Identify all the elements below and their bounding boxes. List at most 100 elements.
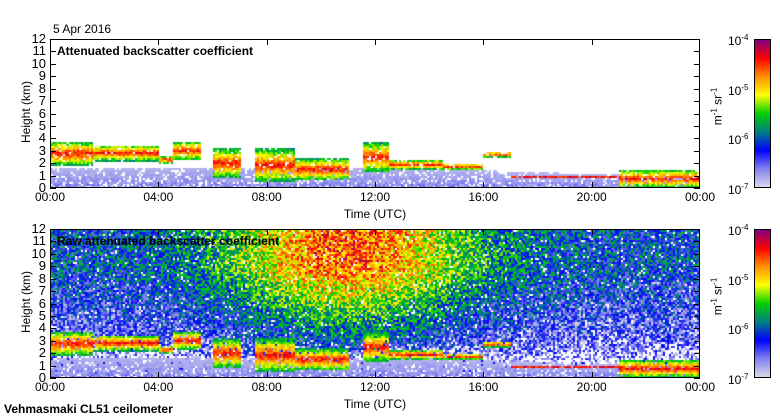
y-tick-label: 0 [38,370,46,385]
y-tick-mark [50,138,56,140]
colorbar [754,229,771,378]
x-tick-mark [483,39,485,45]
y-tick-mark [694,63,700,65]
tick-exponent: -5 [741,82,749,92]
y-tick-mark [50,291,56,293]
tick-base: 10 [728,323,742,338]
y-tick-mark [694,163,700,165]
x-tick-mark [266,229,268,235]
colorbar-tick-label: 10-7 [728,372,748,387]
y-tick-label: 4 [38,320,46,336]
x-tick-mark [50,182,51,188]
y-tick-label: 9 [38,258,46,274]
x-tick-mark [591,182,593,188]
y-tick-mark [50,51,56,53]
backscatter-heatmap [51,230,699,377]
y-tick-label: 9 [38,68,46,84]
y-tick-mark [50,188,56,189]
y-tick-label: 8 [38,80,46,96]
y-tick-mark [694,291,700,293]
y-tick-mark [694,39,700,40]
colorbar-tick-label: 10-7 [728,182,748,197]
tick-base: 10 [728,183,742,197]
tick-base: 10 [728,83,742,98]
y-tick-mark [694,328,700,330]
unit-sr: sr [710,94,725,109]
y-tick-mark [694,340,700,342]
panel-title: Attenuated backscatter coefficient [57,44,254,58]
x-tick-mark [483,372,485,378]
y-tick-mark [50,101,56,103]
y-tick-mark [50,113,56,115]
y-tick-label: 7 [38,283,46,299]
y-tick-mark [50,266,56,268]
tick-base: 10 [728,373,742,387]
x-tick-mark [375,39,376,45]
backscatter-heatmap [51,40,699,187]
y-tick-label: 10 [31,245,46,261]
y-tick-label: 3 [38,142,46,158]
y-tick-mark [694,266,700,268]
colorbar-unit-label: m-1 sr-1 [710,267,725,327]
y-tick-mark [50,76,56,78]
colorbar-tick-label: 10-4 [728,223,748,238]
y-tick-label: 12 [31,221,46,236]
y-tick-mark [50,163,56,165]
colorbar [754,39,771,188]
tick-exponent: -6 [741,132,749,142]
y-tick-mark [694,241,700,243]
x-tick-label: 04:00 [143,380,174,394]
y-tick-mark [50,229,56,230]
y-tick-mark [50,378,56,379]
x-tick-label: 12:00 [359,190,391,204]
x-tick-mark [699,372,700,378]
y-tick-mark [50,175,56,177]
y-tick-label: 3 [38,332,46,348]
tick-exponent: -4 [741,33,749,42]
x-tick-mark [158,372,160,378]
x-tick-mark [266,372,268,378]
y-tick-label: 7 [38,93,46,109]
y-tick-mark [694,175,700,177]
y-tick-mark [694,278,700,280]
y-tick-mark [694,101,700,103]
y-tick-mark [50,125,56,127]
tick-base: 10 [728,133,742,148]
tick-exponent: -4 [741,223,749,232]
y-tick-label: 12 [31,31,46,46]
y-tick-mark [50,39,56,40]
tick-exponent: -5 [741,272,749,282]
unit-m: m [710,305,725,316]
y-tick-mark [694,229,700,230]
x-tick-mark [158,182,160,188]
x-tick-mark [266,39,268,45]
x-tick-mark [375,372,376,378]
x-tick-mark [50,372,51,378]
x-tick-label: 00:00 [684,190,716,204]
x-axis-label: Time (UTC) [343,397,407,411]
x-tick-mark [699,229,700,235]
y-tick-mark [694,188,700,189]
x-tick-label: 00:00 [684,380,716,394]
y-tick-label: 6 [38,295,46,311]
x-tick-label: 08:00 [251,380,282,394]
y-tick-mark [50,328,56,330]
x-tick-label: 00:00 [34,380,66,394]
y-tick-label: 8 [38,270,46,286]
x-tick-mark [483,229,485,235]
y-tick-label: 1 [38,167,46,183]
y-tick-mark [50,303,56,305]
y-tick-label: 1 [38,357,46,373]
y-axis-label: Height (km) [19,271,33,334]
y-tick-label: 5 [38,117,46,133]
y-tick-mark [694,150,700,152]
y-tick-mark [694,365,700,367]
colorbar-tick-label: 10-5 [728,83,748,98]
x-tick-mark [591,372,593,378]
y-tick-mark [50,63,56,65]
tick-base: 10 [728,34,742,48]
date-label: 5 Apr 2016 [53,22,112,36]
y-tick-label: 2 [38,155,46,171]
y-tick-mark [694,125,700,127]
x-tick-label: 12:00 [359,380,391,394]
